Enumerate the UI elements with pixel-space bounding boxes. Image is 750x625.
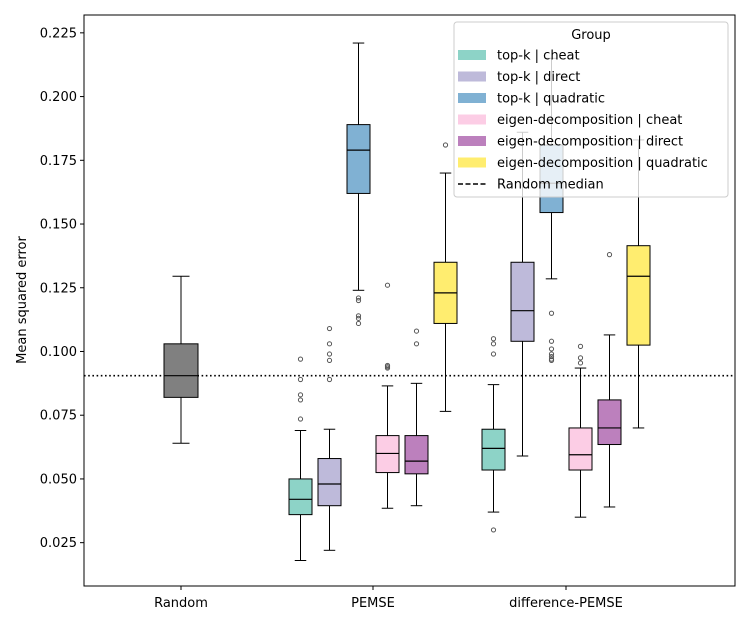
box-Random-Random [163, 275, 199, 444]
box-PEMSE-top-k | direct [317, 325, 342, 551]
outlier-point [490, 351, 497, 357]
outlier-point [384, 282, 391, 288]
outlier-point [442, 142, 449, 148]
legend-swatch [458, 114, 486, 125]
box-difference-PEMSE-eigen-decomposition | cheat [568, 343, 593, 518]
outlier-point [355, 320, 362, 327]
box-PEMSE-eigen-decomposition | direct [404, 328, 429, 507]
x-tick-label: PEMSE [351, 596, 395, 611]
x-tick-label: difference-PEMSE [509, 596, 623, 611]
box-PEMSE-top-k | cheat [288, 356, 313, 562]
outlier-point [355, 313, 362, 319]
y-tick-label: 0.100 [40, 345, 77, 360]
box-iqr [568, 427, 593, 471]
outlier-point [326, 341, 333, 347]
x-tick-label: Random [154, 596, 208, 611]
outlier-point [548, 310, 555, 316]
x-axis: Random PEMSE difference-PEMSE [154, 586, 623, 611]
legend-label: eigen-decomposition | direct [497, 135, 683, 150]
outlier-point [577, 355, 584, 361]
legend-label: top-k | cheat [497, 49, 580, 64]
box-iqr [510, 261, 535, 342]
y-axis-label: Mean squared error [15, 236, 30, 364]
legend-label: eigen-decomposition | quadratic [497, 156, 708, 171]
outlier-point [326, 376, 333, 383]
box-iqr [597, 399, 622, 446]
box-iqr [163, 343, 199, 398]
outlier-point [490, 336, 497, 342]
box-PEMSE-eigen-decomposition | quadratic [433, 142, 458, 412]
boxes-group [163, 42, 651, 562]
box-PEMSE-eigen-decomposition | cheat [375, 282, 400, 509]
outlier-point [384, 362, 391, 369]
box-difference-PEMSE-eigen-decomposition | direct [597, 252, 622, 508]
outlier-point [326, 351, 333, 357]
legend-swatch [458, 136, 486, 146]
box-iqr [404, 435, 429, 475]
legend-swatch [458, 71, 486, 82]
outlier-point [577, 360, 584, 366]
box-iqr [626, 245, 651, 346]
outlier-point [326, 325, 333, 332]
outlier-point [326, 357, 333, 364]
outlier-point [490, 341, 497, 347]
outlier-point [413, 328, 420, 334]
outlier-point [548, 346, 555, 352]
outlier-point [297, 376, 304, 383]
y-tick-label: 0.075 [40, 409, 77, 424]
outlier-point [548, 353, 555, 360]
box-PEMSE-top-k | quadratic [346, 42, 371, 327]
legend-frame [453, 21, 729, 198]
box-iqr [288, 478, 313, 516]
legend-swatch [458, 157, 486, 168]
outlier-point [355, 295, 362, 301]
legend-swatch [458, 50, 486, 60]
box-iqr [481, 428, 506, 471]
legend-swatch [458, 93, 486, 103]
legend-label: eigen-decomposition | cheat [497, 113, 682, 128]
y-tick-label: 0.150 [40, 218, 77, 233]
plot-frame [83, 14, 736, 587]
outlier-point [297, 356, 304, 362]
outlier-point [490, 527, 497, 533]
outlier-point [548, 351, 555, 357]
y-tick-label: 0.050 [40, 472, 77, 487]
box-iqr [317, 458, 342, 507]
outlier-point [413, 341, 420, 347]
y-tick-label: 0.225 [40, 26, 77, 41]
legend: Group top-k | cheat top-k | direct top-k |… [453, 21, 729, 198]
outlier-point [297, 416, 304, 422]
box-difference-PEMSE-top-k | cheat [481, 336, 506, 533]
outlier-point [548, 356, 555, 362]
legend-label: top-k | direct [497, 70, 580, 85]
outlier-point [577, 343, 584, 349]
legend-label: Random median [497, 178, 604, 193]
box-iqr [375, 435, 400, 474]
y-tick-label: 0.025 [40, 536, 77, 551]
outlier-point [355, 297, 362, 304]
box-iqr [346, 124, 371, 194]
outlier-point [606, 252, 613, 258]
outlier-point [355, 315, 362, 321]
outlier-point [297, 392, 304, 398]
y-tick-label: 0.125 [40, 281, 77, 296]
legend-label: top-k | quadratic [497, 92, 605, 107]
y-tick-label: 0.175 [40, 154, 77, 169]
outlier-point [297, 397, 304, 403]
y-axis: 0.025 0.050 0.075 0.100 0.125 0.150 0.175 0.200… [40, 26, 84, 551]
outlier-point [548, 338, 555, 344]
y-tick-label: 0.200 [40, 90, 77, 105]
legend-title: Group [571, 28, 611, 43]
